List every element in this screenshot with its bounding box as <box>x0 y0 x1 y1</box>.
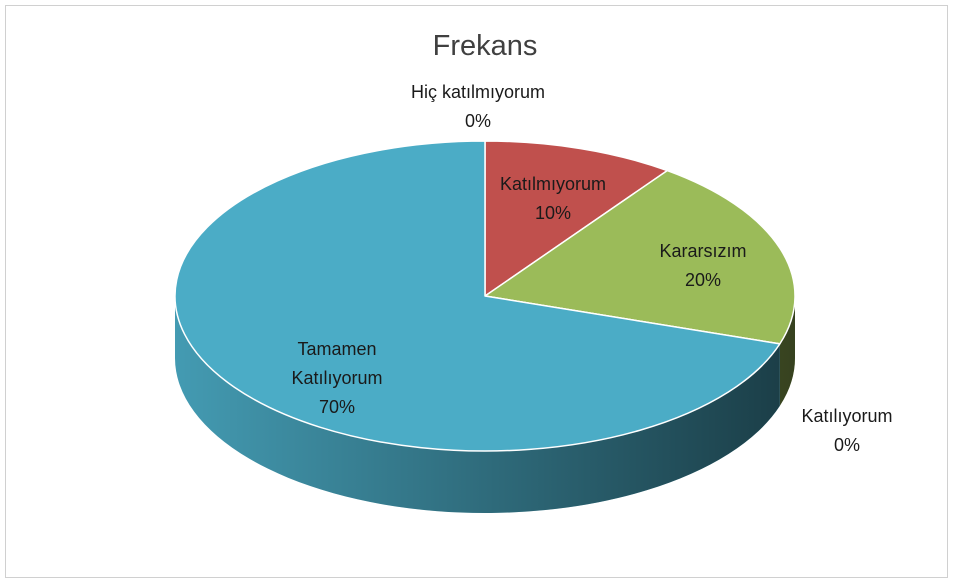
data-label-category: Katılıyorum <box>801 406 893 426</box>
data-label-value: 70% <box>318 397 356 417</box>
chart-title: Frekans <box>432 30 538 62</box>
slice <box>174 140 781 452</box>
slice <box>484 169 796 345</box>
data-label-category: Kararsızım <box>659 241 747 261</box>
data-label-value: 10% <box>534 203 572 223</box>
slice <box>484 140 668 297</box>
slice-side-shade <box>175 296 780 513</box>
data-label-value: 0% <box>464 111 492 131</box>
data-label-category: Katılmıyorum <box>499 174 607 194</box>
data-label-value: 20% <box>684 270 722 290</box>
data-label-value: 0% <box>833 435 861 455</box>
data-label-category: Tamamen Katılıyorum <box>291 339 383 388</box>
data-label-category: Hiç katılmıyorum <box>410 82 546 102</box>
slice-side-shade <box>779 296 795 406</box>
